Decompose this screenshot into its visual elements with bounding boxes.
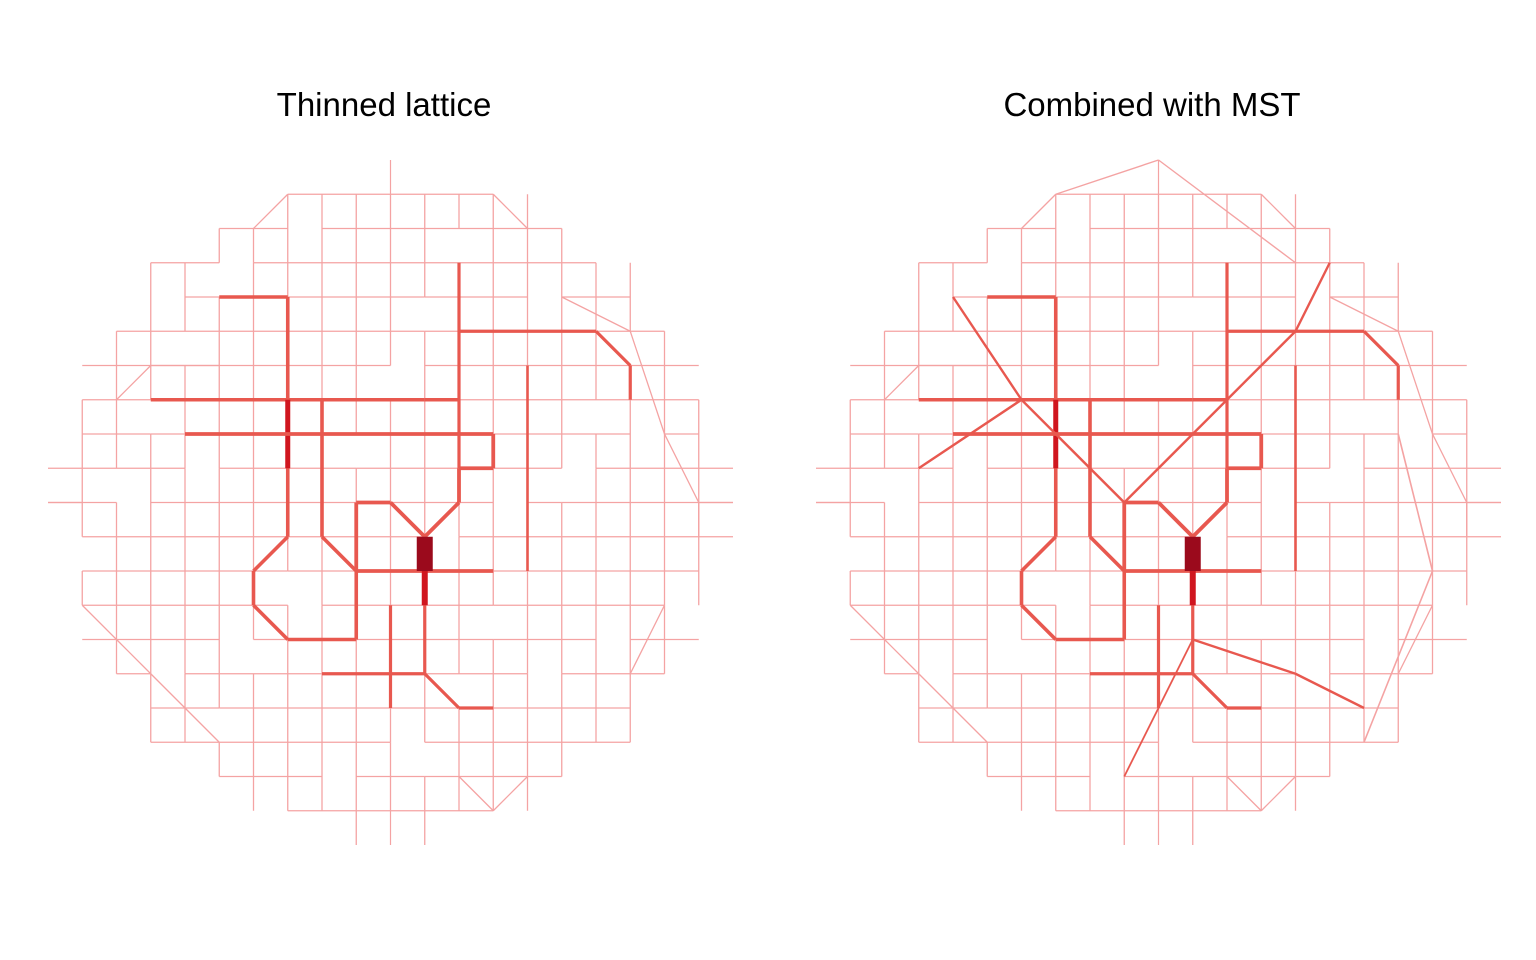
boundary-edge (493, 194, 527, 228)
boundary-edge (117, 640, 151, 674)
trunk-edge (1022, 537, 1056, 571)
boundary-edge (850, 605, 884, 639)
boundary-edge (1261, 194, 1295, 228)
boundary-edge (885, 366, 919, 400)
boundary-edge (82, 605, 116, 639)
trunk-edge (254, 605, 288, 639)
trunk-edge (1193, 674, 1227, 708)
boundary-edge (117, 366, 151, 400)
trunk-edge (596, 331, 630, 365)
edge-group-left (48, 160, 733, 845)
boundary-edge (1227, 777, 1261, 811)
boundary-edge (459, 777, 493, 811)
edge-group-right (816, 160, 1501, 845)
boundary-edge (630, 331, 664, 434)
boundary-edge (885, 640, 919, 674)
boundary-edge (493, 777, 527, 811)
trunk-edge (322, 537, 356, 571)
mst-edge (1124, 400, 1227, 503)
panel-thinned-lattice: Thinned lattice (0, 0, 768, 960)
trunk-edge (1364, 331, 1398, 365)
mst-edge (1193, 640, 1296, 674)
trunk-edge (1193, 503, 1227, 537)
boundary-edge (1022, 194, 1056, 228)
lattice-network-left (0, 0, 768, 960)
mst-edge (1056, 160, 1159, 194)
trunk-edge (1022, 605, 1056, 639)
trunk-edge (1159, 503, 1193, 537)
trunk-edge (1090, 537, 1124, 571)
trunk-edge (425, 503, 459, 537)
boundary-edge (254, 194, 288, 228)
boundary-edge (1398, 331, 1432, 434)
mst-edge (1296, 263, 1330, 332)
trunk-edge (254, 537, 288, 571)
panel-combined-mst: Combined with MST (768, 0, 1536, 960)
mst-edge (1159, 160, 1296, 263)
trunk-edge (391, 503, 425, 537)
trunk-edge (425, 674, 459, 708)
boundary-edge (1261, 777, 1295, 811)
lattice-network-right (768, 0, 1536, 960)
